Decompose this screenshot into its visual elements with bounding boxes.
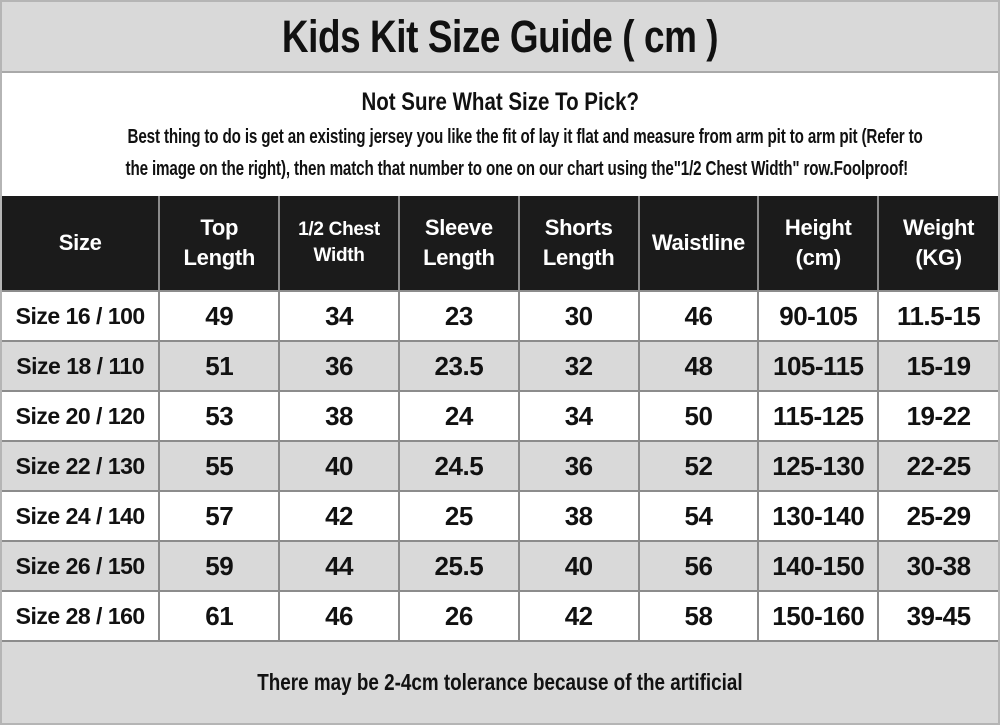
- value-cell: 53: [158, 390, 281, 442]
- value-cell: 30-38: [877, 540, 998, 592]
- value-cell: 130-140: [757, 490, 880, 542]
- value-cell: 34: [517, 390, 640, 442]
- column-header-sleeve-length: Sleeve Length: [397, 196, 520, 292]
- intro-line: the image on the right), then match that…: [2, 154, 998, 186]
- value-cell: 125-130: [757, 440, 880, 492]
- column-header-height-cm: Height (cm): [757, 196, 880, 292]
- value-cell: 105-115: [757, 340, 880, 392]
- value-cell: 150-160: [757, 590, 880, 642]
- table-row: Size 26 / 150 59 44 25.5 40 56 140-150 30-38: [2, 540, 998, 592]
- value-cell: 140-150: [757, 540, 880, 592]
- size-cell: Size 16 / 100: [2, 290, 161, 342]
- tolerance-note: There may be 2-4cm tolerance because of …: [257, 669, 743, 695]
- title-bar: Kids Kit Size Guide ( cm ): [2, 2, 998, 73]
- value-cell: 61: [158, 590, 281, 642]
- intro-line-text: Best thing to do is get an existing jers…: [127, 125, 923, 148]
- table-row: Size 28 / 160 61 46 26 42 58 150-160 39-45: [2, 590, 998, 642]
- column-header-size: Size: [2, 196, 161, 292]
- column-header-top-length: Top Length: [158, 196, 281, 292]
- intro-heading: Not Sure What Size To Pick?: [361, 87, 639, 116]
- value-cell: 44: [278, 540, 400, 592]
- table-row: Size 22 / 130 55 40 24.5 36 52 125-130 22-25: [2, 440, 998, 492]
- column-header-waistline: Waistline: [637, 196, 760, 292]
- value-cell: 11.5-15: [877, 290, 998, 342]
- value-cell: 25: [397, 490, 520, 542]
- table-row: Size 20 / 120 53 38 24 34 50 115-125 19-22: [2, 390, 998, 442]
- size-cell: Size 26 / 150: [2, 540, 161, 592]
- note-bar: There may be 2-4cm tolerance because of …: [2, 642, 998, 723]
- page-title: Kids Kit Size Guide ( cm ): [281, 10, 719, 62]
- table-row: Size 16 / 100 49 34 23 30 46 90-105 11.5-15: [2, 290, 998, 342]
- value-cell: 25-29: [877, 490, 998, 542]
- value-cell: 30: [517, 290, 640, 342]
- value-cell: 58: [637, 590, 760, 642]
- value-cell: 42: [278, 490, 400, 542]
- value-cell: 15-19: [877, 340, 998, 392]
- intro-line-text: the image on the right), then match that…: [125, 157, 909, 180]
- size-cell: Size 18 / 110: [2, 340, 161, 392]
- value-cell: 59: [158, 540, 281, 592]
- column-header-1-2-chest-width: 1/2 Chest Width: [278, 196, 400, 292]
- size-cell: Size 22 / 130: [2, 440, 161, 492]
- table-row: Size 24 / 140 57 42 25 38 54 130-140 25-29: [2, 490, 998, 542]
- size-cell: Size 28 / 160: [2, 590, 161, 642]
- value-cell: 36: [517, 440, 640, 492]
- value-cell: 38: [278, 390, 400, 442]
- value-cell: 50: [637, 390, 760, 442]
- value-cell: 32: [517, 340, 640, 392]
- size-table-header-row: Size Top Length 1/2 Chest Width Sleeve Leng…: [2, 196, 998, 292]
- table-row: Size 18 / 110 51 36 23.5 32 48 105-115 15-19: [2, 340, 998, 392]
- value-cell: 39-45: [877, 590, 998, 642]
- size-table-body: Size 16 / 100 49 34 23 30 46 90-105 11.5-15 Size…: [2, 290, 998, 642]
- size-cell: Size 20 / 120: [2, 390, 161, 442]
- value-cell: 49: [158, 290, 281, 342]
- value-cell: 34: [278, 290, 400, 342]
- value-cell: 19-22: [877, 390, 998, 442]
- value-cell: 24: [397, 390, 520, 442]
- value-cell: 42: [517, 590, 640, 642]
- value-cell: 48: [637, 340, 760, 392]
- intro-line: Best thing to do is get an existing jers…: [2, 122, 998, 154]
- value-cell: 51: [158, 340, 281, 392]
- value-cell: 46: [637, 290, 760, 342]
- size-table-head: Size Top Length 1/2 Chest Width Sleeve Leng…: [2, 196, 998, 292]
- value-cell: 115-125: [757, 390, 880, 442]
- value-cell: 36: [278, 340, 400, 392]
- value-cell: 55: [158, 440, 281, 492]
- value-cell: 46: [278, 590, 400, 642]
- value-cell: 56: [637, 540, 760, 592]
- size-cell: Size 24 / 140: [2, 490, 161, 542]
- column-header-shorts-length: Shorts Length: [517, 196, 640, 292]
- value-cell: 26: [397, 590, 520, 642]
- value-cell: 90-105: [757, 290, 880, 342]
- value-cell: 40: [517, 540, 640, 592]
- value-cell: 25.5: [397, 540, 520, 592]
- value-cell: 38: [517, 490, 640, 542]
- column-header-weight-kg: Weight (KG): [877, 196, 998, 292]
- value-cell: 57: [158, 490, 281, 542]
- value-cell: 54: [637, 490, 760, 542]
- value-cell: 40: [278, 440, 400, 492]
- intro-paragraph: Best thing to do is get an existing jers…: [2, 122, 998, 186]
- value-cell: 23: [397, 290, 520, 342]
- value-cell: 24.5: [397, 440, 520, 492]
- size-table: Size Top Length 1/2 Chest Width Sleeve Leng…: [2, 196, 998, 642]
- value-cell: 52: [637, 440, 760, 492]
- value-cell: 22-25: [877, 440, 998, 492]
- intro-section: Not Sure What Size To Pick? Best thing t…: [2, 73, 998, 196]
- value-cell: 23.5: [397, 340, 520, 392]
